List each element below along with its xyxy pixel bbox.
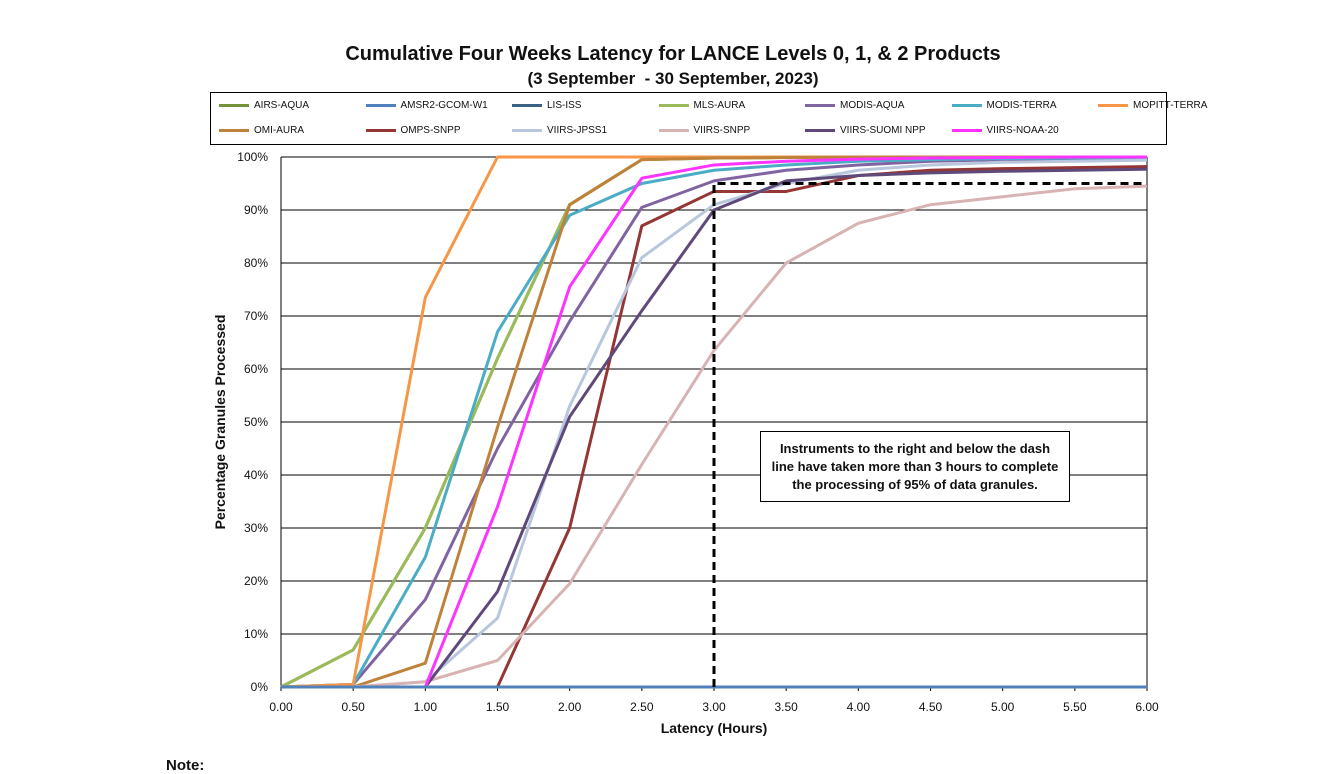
legend-label: OMPS-SNPP — [400, 125, 461, 136]
x-tick-label: 5.50 — [1063, 700, 1087, 714]
y-tick-label: 100% — [237, 150, 268, 164]
y-tick-label: 50% — [244, 415, 268, 429]
y-tick-label: 90% — [244, 203, 268, 217]
x-tick-label: 3.50 — [774, 700, 798, 714]
annotation-box: Instruments to the right and below the d… — [760, 431, 1070, 502]
x-tick-label: 2.50 — [630, 700, 654, 714]
x-tick-label: 5.00 — [991, 700, 1015, 714]
legend-swatch — [658, 104, 689, 107]
legend-label: OMI-AURA — [254, 125, 304, 136]
y-tick-label: 10% — [244, 627, 268, 641]
legend-label: VIIRS-SNPP — [693, 125, 751, 136]
legend-swatch — [512, 104, 542, 107]
footer-note: Note: — [166, 757, 205, 774]
x-tick-label: 6.00 — [1135, 700, 1159, 714]
x-tick-label: 3.00 — [702, 700, 726, 714]
legend-label: AMSR2-GCOM-W1 — [400, 100, 488, 111]
y-tick-label: 20% — [244, 574, 268, 588]
legend-swatch — [219, 104, 249, 107]
y-axis-label: Percentage Granules Processed — [212, 314, 228, 530]
legend-swatch — [805, 129, 835, 132]
legend-label: VIIRS-SUOMI NPP — [840, 125, 926, 136]
y-tick-label: 30% — [244, 521, 268, 535]
x-tick-label: 0.00 — [269, 700, 293, 714]
legend-swatch — [658, 129, 689, 132]
y-tick-label: 0% — [251, 680, 269, 694]
x-tick-label: 4.00 — [847, 700, 871, 714]
y-tick-label: 80% — [244, 256, 268, 270]
x-tick-label: 0.50 — [341, 700, 365, 714]
x-axis-label: Latency (Hours) — [660, 720, 768, 736]
chart-legend: AIRS-AQUA AMSR2-GCOM-W1 LIS-ISS MLS-AURA MOD… — [210, 92, 1207, 145]
legend-label: MLS-AURA — [693, 100, 746, 111]
legend-label: LIS-ISS — [547, 100, 582, 111]
x-tick-label: 1.00 — [414, 700, 438, 714]
chart-subtitle: (3 September - 30 September, 2023) — [527, 69, 819, 88]
chart-title: Cumulative Four Weeks Latency for LANCE … — [345, 43, 1001, 65]
legend-swatch — [805, 104, 835, 107]
legend-swatch — [365, 129, 396, 132]
legend-label: VIIRS-JPSS1 — [547, 125, 608, 136]
legend-label: MODIS-TERRA — [986, 100, 1057, 111]
x-tick-label: 4.50 — [919, 700, 943, 714]
x-tick-label: 2.00 — [558, 700, 582, 714]
series-line-viirs-suomi-npp — [281, 167, 1148, 689]
y-tick-label: 70% — [244, 309, 268, 323]
y-tick-label: 40% — [244, 468, 268, 482]
legend-swatch — [365, 104, 396, 107]
legend-swatch — [219, 129, 249, 132]
legend-label: VIIRS-NOAA-20 — [986, 125, 1059, 136]
legend-label: AIRS-AQUA — [254, 100, 310, 111]
legend-swatch — [512, 129, 542, 132]
x-tick-label: 1.50 — [486, 700, 510, 714]
y-tick-label: 60% — [244, 362, 268, 376]
legend-swatch — [951, 129, 982, 132]
legend-label: MODIS-AQUA — [840, 100, 905, 111]
legend-swatch — [1098, 104, 1128, 107]
series-line-viirs-snpp — [281, 184, 1148, 689]
legend-label: MOPITT-TERRA — [1133, 100, 1208, 111]
legend-swatch — [951, 104, 982, 107]
